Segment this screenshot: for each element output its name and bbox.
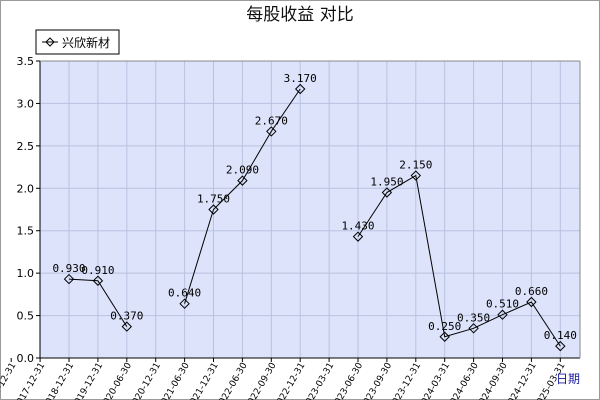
- series-line-segment: [68, 278, 128, 327]
- plot-area: [40, 61, 580, 358]
- chart-title: 每股收益 对比: [246, 5, 353, 25]
- data-point-marker: [497, 309, 508, 320]
- series-lines: [68, 88, 561, 347]
- x-axis-ticks: 2016-12-312017-12-312018-12-312019-12-31…: [0, 358, 568, 400]
- x-tick-label: 2016-12-31: [0, 361, 18, 400]
- y-tick-label: 2.0: [17, 182, 35, 195]
- data-point-marker: [237, 175, 248, 186]
- data-point-marker: [439, 331, 450, 342]
- data-label: 0.910: [81, 264, 114, 277]
- y-tick-label: 0.5: [17, 310, 35, 323]
- legend: 兴欣新材: [35, 29, 120, 55]
- y-tick-label: 0.0: [17, 352, 35, 365]
- x-axis-label: 日期: [556, 372, 580, 386]
- y-tick-label: 3.5: [17, 55, 35, 68]
- data-label: 1.430: [341, 220, 374, 233]
- grid-lines: [39, 60, 580, 359]
- data-label: 0.930: [52, 262, 85, 275]
- data-point-marker: [208, 204, 219, 215]
- y-tick-label: 3.0: [17, 97, 35, 110]
- series-line-segment: [357, 174, 561, 347]
- data-point-marker: [410, 170, 422, 181]
- data-point-marker: [266, 126, 277, 137]
- series-line-segment: [184, 88, 301, 304]
- data-label: 0.510: [486, 298, 519, 311]
- y-tick-label: 1.0: [17, 267, 35, 280]
- data-label: 2.090: [226, 164, 259, 177]
- y-axis-ticks: 0.0 0.5 1.0 1.5 2.0 2.5 3.0 3.5: [17, 55, 40, 365]
- data-label: 2.670: [255, 114, 288, 127]
- data-point-marker: [179, 298, 190, 309]
- data-label: 1.950: [370, 176, 403, 189]
- data-point-marker: [381, 187, 393, 198]
- data-label: 3.170: [284, 72, 317, 85]
- axes: [39, 60, 581, 359]
- y-tick-label: 2.5: [17, 140, 35, 153]
- data-label: 0.350: [457, 311, 490, 324]
- data-point-marker: [352, 231, 364, 242]
- data-label: 0.250: [428, 320, 461, 333]
- data-label: 0.370: [110, 310, 143, 323]
- data-label: 0.660: [515, 285, 548, 298]
- data-point-marker: [468, 323, 479, 334]
- data-point-marker: [526, 296, 537, 308]
- data-point-marker: [294, 83, 306, 95]
- data-point-marker: [121, 321, 133, 332]
- data-point-marker: [63, 273, 75, 285]
- data-label: 0.140: [544, 329, 577, 342]
- data-label: 2.150: [399, 159, 432, 172]
- legend-label: 兴欣新材: [62, 35, 110, 50]
- data-point-marker: [92, 275, 104, 286]
- legend-marker-icon: [45, 37, 55, 47]
- data-point-marker: [555, 340, 566, 352]
- series-points: [63, 83, 566, 352]
- y-tick-label: 1.5: [17, 225, 35, 238]
- data-label: 0.640: [168, 287, 201, 300]
- data-label: 1.750: [197, 193, 230, 206]
